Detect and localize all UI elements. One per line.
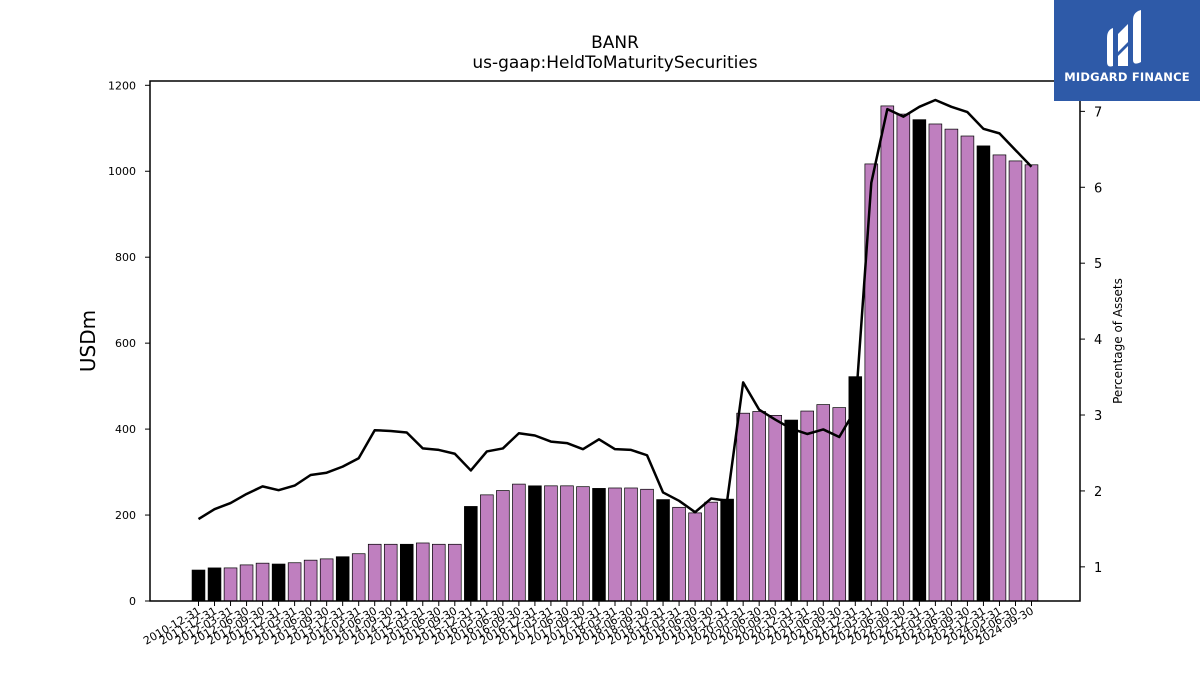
bar-2016-12-31 (528, 485, 542, 602)
bar-2011-12-31 (207, 567, 222, 602)
y-tick-label: 800 (115, 251, 136, 264)
y-tick-label: 400 (115, 423, 136, 436)
bar-2024-06-30 (1008, 160, 1023, 602)
bar-group (191, 105, 1039, 602)
bar-2019-03-31 (672, 506, 686, 602)
bar-2024-03-31 (992, 154, 1007, 602)
logo-text: MIDGARD FINANCE (1064, 70, 1190, 84)
bar-2013-03-31 (287, 562, 302, 602)
bar-2016-09-30 (512, 483, 526, 602)
y-tick-label: 0 (129, 595, 136, 608)
bar-2017-06-30 (560, 485, 574, 602)
logo-mark-icon (1107, 10, 1141, 67)
bar-2021-06-30 (816, 404, 831, 602)
bar-2019-09-30 (704, 501, 718, 602)
bar-2022-06-30 (880, 105, 895, 602)
bar-2020-03-31 (736, 412, 750, 602)
bar-2020-09-30 (768, 415, 782, 602)
bar-2020-06-30 (752, 411, 766, 602)
bar-2021-03-31 (800, 410, 814, 602)
bar-2013-12-31 (335, 556, 350, 602)
y-tick-label: 1000 (108, 165, 136, 178)
y-axis-left: 0 200 400 600 800 1000 1200 (108, 79, 150, 608)
bar-2015-06-30 (432, 543, 446, 602)
bar-2019-06-30 (688, 512, 702, 602)
y-tick-label: 1200 (108, 79, 136, 92)
chart-subtitle: us-gaap:HeldToMaturitySecurities (472, 53, 757, 73)
bar-2020-12-31 (784, 419, 798, 602)
bar-2014-06-30 (367, 543, 382, 602)
bar-2012-06-30 (239, 564, 254, 602)
y2-tick-label: 3 (1094, 409, 1102, 424)
line-group (197, 98, 1033, 521)
bar-2023-09-30 (960, 135, 975, 602)
y-axis-right: 1 2 3 4 5 6 7 (1080, 105, 1102, 576)
y2-tick-label: 7 (1094, 105, 1102, 120)
bar-2024-09-30 (1024, 164, 1039, 602)
bar-2013-09-30 (319, 558, 334, 602)
bar-2015-12-31 (464, 506, 478, 602)
bar-2012-12-31 (271, 563, 286, 602)
y2-tick-label: 6 (1094, 181, 1102, 196)
bar-2012-09-30 (255, 562, 270, 602)
bar-2023-03-31 (928, 123, 943, 602)
bar-2017-03-31 (544, 485, 558, 602)
bar-2019-12-31 (720, 498, 734, 602)
bar-2018-09-30 (640, 488, 654, 602)
bar-2016-03-31 (480, 494, 494, 602)
y-axis-label-left: USDm (76, 310, 100, 372)
bar-2022-12-31 (912, 119, 927, 602)
bar-2014-12-31 (399, 543, 414, 602)
bar-2018-03-31 (608, 487, 622, 602)
bar-2017-09-30 (576, 486, 590, 602)
y2-tick-label: 1 (1094, 561, 1102, 576)
bar-2013-06-30 (303, 559, 318, 602)
bar-2018-06-30 (624, 487, 638, 602)
bar-2014-09-30 (383, 543, 398, 602)
y-axis-label-right: Percentage of Assets (1111, 278, 1125, 404)
y-tick-label: 200 (115, 509, 136, 522)
bar-2022-09-30 (896, 113, 911, 602)
bar-2015-03-31 (416, 542, 430, 602)
y2-tick-label: 5 (1094, 257, 1102, 272)
bar-2016-06-30 (496, 490, 510, 602)
y-tick-label: 600 (115, 337, 136, 350)
bar-2023-12-31 (976, 145, 991, 602)
chart-title: BANR (591, 33, 639, 53)
bar-2012-03-31 (223, 567, 238, 602)
bar-2014-03-31 (351, 553, 366, 602)
x-axis: 2010-12-312011-12-312012-03-312012-06-30… (141, 601, 1036, 648)
brand-logo: MIDGARD FINANCE (1054, 0, 1200, 101)
bar-2010-12-31 (191, 569, 206, 602)
bar-2018-12-31 (656, 499, 670, 602)
percentage-line (197, 98, 1033, 521)
bar-2015-09-30 (448, 543, 462, 602)
y2-tick-label: 2 (1094, 485, 1102, 500)
bar-2017-12-31 (592, 488, 606, 602)
y2-tick-label: 4 (1094, 333, 1102, 348)
bar-2023-06-30 (944, 128, 959, 602)
